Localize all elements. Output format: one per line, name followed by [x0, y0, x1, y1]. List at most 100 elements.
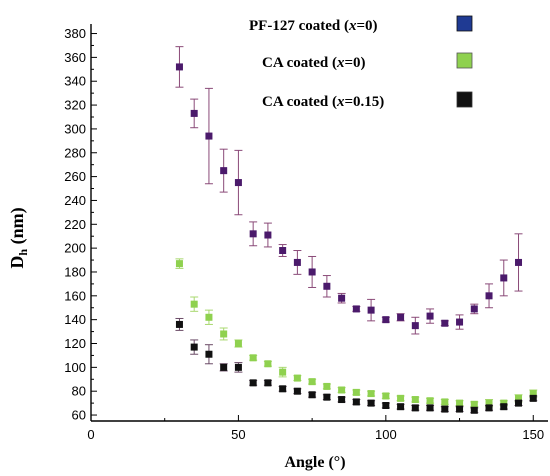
data-point [234, 363, 242, 371]
y-axis-title-unit: (nm) [7, 207, 28, 249]
data-point [367, 306, 375, 314]
data-point [411, 396, 419, 404]
data-point [175, 320, 183, 328]
legend-label-1: CA coated (x=0) [262, 55, 366, 71]
data-point [234, 340, 242, 348]
legend: PF-127 coated (x=0) CA coated (x=0) CA c… [249, 15, 473, 110]
data-point [190, 343, 198, 351]
y-tick-label: 100 [64, 360, 86, 375]
x-axis-ticks: 0 50 100 150 [87, 415, 544, 442]
data-point [470, 305, 478, 313]
legend-entry-1: CA coated (x=0) [262, 52, 473, 71]
data-point [397, 403, 405, 411]
data-point [382, 316, 390, 324]
y-tick-label: 240 [64, 193, 86, 208]
data-point [205, 132, 213, 140]
data-point [515, 394, 523, 402]
legend-label-2: CA coated (x=0.15) [262, 94, 384, 110]
data-point [323, 393, 331, 401]
data-point [441, 398, 449, 406]
x-axis-title: Angle (°) [284, 454, 345, 471]
data-point [308, 268, 316, 276]
data-point [279, 247, 287, 255]
y-tick-label: 380 [64, 26, 86, 41]
y-tick-label: 300 [64, 121, 86, 136]
data-point [175, 260, 183, 268]
data-point [323, 282, 331, 290]
y-tick-label: 360 [64, 50, 86, 65]
data-point [426, 312, 434, 320]
y-tick-label: 60 [72, 408, 86, 423]
data-point [367, 390, 375, 398]
data-point [397, 394, 405, 402]
data-point [249, 354, 257, 362]
legend-swatch-2 [456, 91, 473, 108]
data-point [456, 405, 464, 413]
data-point [441, 319, 449, 327]
data-point [485, 404, 493, 412]
data-point [382, 402, 390, 410]
data-point [352, 398, 360, 406]
data-point [456, 318, 464, 326]
data-point [470, 400, 478, 408]
data-point [426, 397, 434, 405]
x-tick-label: 0 [87, 427, 94, 442]
legend-label-0: PF-127 coated (x=0) [249, 18, 378, 34]
data-point [485, 292, 493, 300]
y-tick-label: 80 [72, 384, 86, 399]
data-point [190, 300, 198, 308]
data-point [529, 394, 537, 402]
data-point [220, 330, 228, 338]
series-0 [175, 46, 523, 335]
data-point [529, 390, 537, 398]
y-tick-label: 180 [64, 264, 86, 279]
data-point [205, 313, 213, 321]
data-point [220, 363, 228, 371]
data-point [249, 230, 257, 238]
axes [90, 24, 548, 422]
y-tick-label: 200 [64, 241, 86, 256]
y-tick-label: 160 [64, 288, 86, 303]
data-point [338, 294, 346, 302]
data-point [293, 374, 301, 382]
data-point [470, 406, 478, 414]
data-point [293, 258, 301, 266]
data-point [500, 399, 508, 407]
data-point [456, 399, 464, 407]
data-point [308, 391, 316, 399]
data-point [190, 109, 198, 117]
data-point [338, 396, 346, 404]
data-point [264, 360, 272, 368]
data-point [411, 322, 419, 330]
legend-entry-2: CA coated (x=0.15) [262, 91, 473, 110]
y-axis-title: Dh (nm) [7, 207, 30, 268]
data-point [220, 167, 228, 175]
legend-swatch-1 [456, 52, 473, 69]
data-point [515, 258, 523, 266]
y-tick-label: 220 [64, 217, 86, 232]
y-tick-label: 260 [64, 169, 86, 184]
data-point [441, 405, 449, 413]
data-point [352, 388, 360, 396]
data-point [500, 403, 508, 411]
data-point [411, 404, 419, 412]
data-point [323, 382, 331, 390]
data-point [279, 368, 287, 376]
y-tick-label: 320 [64, 98, 86, 113]
data-point [279, 385, 287, 393]
y-axis-ticks: 60 80 100 120 140 160 180 200 220 240 260 280 300 320… [64, 26, 97, 423]
data-point [397, 313, 405, 321]
x-tick-label: 150 [522, 427, 544, 442]
data-point [249, 379, 257, 387]
data-marks [175, 46, 538, 414]
data-point [338, 386, 346, 394]
data-point [515, 399, 523, 407]
data-point [352, 305, 360, 313]
data-point [485, 399, 493, 407]
y-axis-title-main: D [7, 256, 27, 269]
data-point [382, 392, 390, 400]
series-2 [175, 317, 538, 414]
data-point [367, 399, 375, 407]
y-tick-label: 340 [64, 74, 86, 89]
